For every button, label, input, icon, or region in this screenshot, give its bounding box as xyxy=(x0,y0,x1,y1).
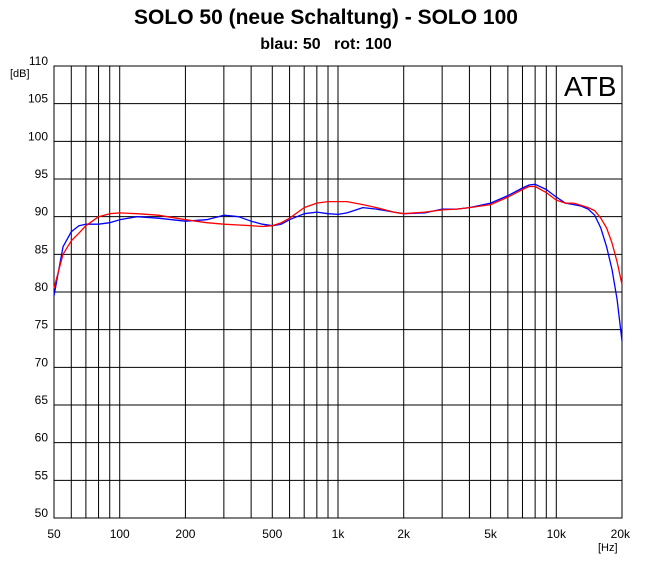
y-tick-label: 65 xyxy=(35,393,49,407)
x-tick-label: 200 xyxy=(175,527,195,541)
y-tick-label: 90 xyxy=(35,205,49,219)
atb-logo: ATB xyxy=(564,71,616,102)
series-group xyxy=(53,183,623,342)
chart-title: SOLO 50 (neue Schaltung) - SOLO 100 xyxy=(134,6,518,29)
x-tick-label: 500 xyxy=(262,527,282,541)
x-tick-label: 5k xyxy=(484,527,498,541)
x-tick-label: 50 xyxy=(47,527,61,541)
y-tick-label: 80 xyxy=(35,280,49,294)
y-tick-label: 70 xyxy=(35,355,49,369)
x-tick-label: 10k xyxy=(547,527,567,541)
y-tick-label: 105 xyxy=(28,92,48,106)
y-tick-label: 60 xyxy=(35,431,49,445)
y-tick-label: 100 xyxy=(28,129,48,143)
y-tick-label: 85 xyxy=(35,242,49,256)
plot-frame xyxy=(53,65,623,519)
y-tick-label: 75 xyxy=(35,318,49,332)
y-tick-label: 50 xyxy=(35,506,49,520)
chart-subtitle: blau: 50 rot: 100 xyxy=(260,36,392,53)
logo-background xyxy=(560,69,620,101)
x-tick-label: 2k xyxy=(397,527,411,541)
x-axis-label: [Hz] xyxy=(598,542,618,554)
x-tick-label: 20k xyxy=(611,527,631,541)
x-ticks: 50 100 200 500 1k 2k 5k 10k 20k xyxy=(47,527,631,541)
x-tick-label: 100 xyxy=(110,527,130,541)
series-line-blue xyxy=(53,183,623,342)
y-tick-label: 55 xyxy=(35,468,49,482)
x-tick-label: 1k xyxy=(332,527,346,541)
y-ticks: 110 105 100 95 90 85 80 75 70 65 60 55 50 xyxy=(28,54,48,520)
y-axis-label: [dB] xyxy=(10,68,30,80)
series-line-red xyxy=(53,185,623,289)
y-tick-label: 110 xyxy=(29,54,48,68)
grid xyxy=(53,65,623,519)
y-tick-label: 95 xyxy=(35,167,49,181)
